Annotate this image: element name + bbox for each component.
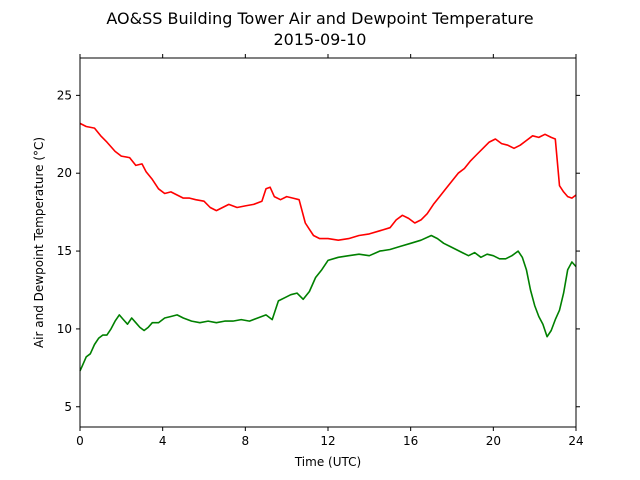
series-line-0 [79,122,577,241]
y-axis-label: Air and Dewpoint Temperature (°C) [32,137,46,348]
y-tick-label: 5 [64,400,72,414]
chart-title: AO&SS Building Tower Air and Dewpoint Te… [106,9,533,28]
series-line-1 [79,234,577,372]
x-tick-label: 12 [320,434,335,448]
x-tick-label: 8 [242,434,250,448]
axes-layer: 0 4 8 12 16 20 24 5 10 15 20 25 [57,54,584,448]
series-layer [79,122,577,372]
y-tick-label: 20 [57,166,72,180]
x-tick-label: 20 [486,434,501,448]
x-tick-label: 16 [403,434,418,448]
x-axis-label: Time (UTC) [294,455,361,469]
x-tick-label: 24 [568,434,583,448]
plot-frame [79,57,577,428]
chart-subtitle: 2015-09-10 [274,30,367,49]
x-tick-label: 4 [159,434,167,448]
x-tick-label: 0 [76,434,84,448]
y-tick-label: 25 [57,88,72,102]
y-tick-label: 10 [57,322,72,336]
y-tick-label: 15 [57,244,72,258]
